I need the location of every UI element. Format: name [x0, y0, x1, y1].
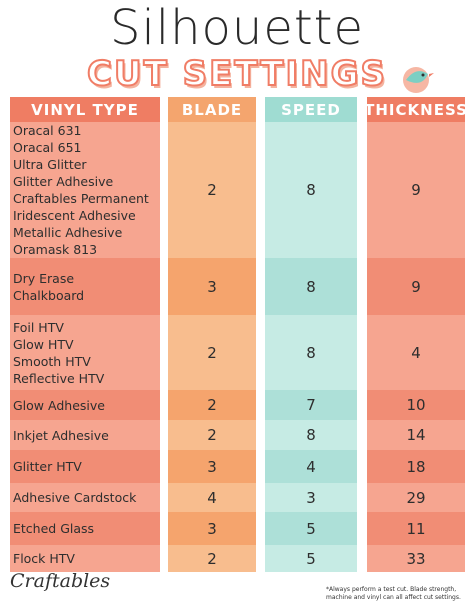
speed-cell: 5 — [265, 512, 357, 545]
blade-cell: 2 — [168, 420, 256, 450]
thickness-cell: 10 — [367, 390, 465, 420]
subtitle: CUT SETTINGS — [86, 53, 387, 95]
thickness-cell: 29 — [367, 483, 465, 512]
thickness-cell: 9 — [367, 122, 465, 258]
vinyl-name: Glow Adhesive — [13, 397, 105, 413]
blade-cell: 4 — [168, 483, 256, 512]
vinyl-name: Oramask 813 — [13, 242, 98, 257]
blade-cell: 2 — [168, 122, 256, 258]
bird-icon — [403, 67, 434, 93]
thickness-cell: 33 — [367, 545, 465, 572]
note: *Always perform a test cut. Blade streng… — [326, 586, 461, 601]
vinyl-name: Chalkboard — [13, 287, 85, 303]
thickness-cell: 11 — [367, 512, 465, 545]
vinyl-cell: Glitter HTV — [10, 450, 160, 483]
vinyl-name: Smooth HTV — [13, 353, 91, 369]
blade-cell: 3 — [168, 512, 256, 545]
vinyl-cell: Inkjet Adhesive — [10, 420, 160, 450]
column-header: THICKNESS — [364, 97, 467, 122]
column-header: SPEED — [265, 97, 357, 122]
vinyl-name: Oracal 631 — [13, 123, 82, 138]
vinyl-cell: Adhesive Cardstock — [10, 483, 160, 512]
column-header: BLADE — [168, 97, 256, 122]
brand: Craftables — [10, 570, 111, 592]
vinyl-name: Flock HTV — [13, 551, 75, 566]
thickness-cell: 9 — [367, 258, 465, 315]
vinyl-name: Ultra Glitter — [13, 157, 87, 172]
blade-cell: 2 — [168, 545, 256, 572]
thickness-cell: 18 — [367, 450, 465, 483]
blade-cell: 3 — [168, 450, 256, 483]
vinyl-name: Inkjet Adhesive — [13, 427, 109, 443]
vinyl-name: Glow HTV — [13, 336, 74, 352]
vinyl-name: Reflective HTV — [13, 370, 105, 386]
blade-cell: 2 — [168, 315, 256, 390]
speed-cell: 3 — [265, 483, 357, 512]
column-header: VINYL TYPE — [10, 97, 160, 122]
speed-cell: 8 — [265, 258, 357, 315]
vinyl-cell: Flock HTV — [10, 545, 160, 572]
vinyl-name: Craftables Permanent — [13, 191, 149, 206]
vinyl-name: Dry Erase — [13, 270, 75, 286]
vinyl-name: Oracal 651 — [13, 140, 82, 155]
speed-cell: 8 — [265, 315, 357, 390]
vinyl-name: Foil HTV — [13, 319, 64, 335]
speed-cell: 7 — [265, 390, 357, 420]
vinyl-name: Etched Glass — [13, 521, 95, 536]
vinyl-cell: Etched Glass — [10, 512, 160, 545]
speed-cell: 8 — [265, 420, 357, 450]
vinyl-cell: Glow Adhesive — [10, 390, 160, 420]
blade-cell: 2 — [168, 390, 256, 420]
speed-cell: 4 — [265, 450, 357, 483]
speed-cell: 8 — [265, 122, 357, 258]
vinyl-cell: Foil HTV Glow HTV Smooth HTV Reflective HTV — [10, 315, 160, 390]
vinyl-name: Iridescent Adhesive — [13, 208, 136, 223]
vinyl-cell: Dry Erase Chalkboard — [10, 258, 160, 315]
vinyl-name: Glitter Adhesive — [13, 174, 114, 189]
thickness-cell: 4 — [367, 315, 465, 390]
blade-cell: 3 — [168, 258, 256, 315]
thickness-cell: 14 — [367, 420, 465, 450]
vinyl-name: Metallic Adhesive — [13, 225, 123, 240]
vinyl-cell: Oracal 631 Oracal 651 Ultra Glitter Glitter… — [10, 122, 160, 258]
speed-cell: 5 — [265, 545, 357, 572]
vinyl-name: Adhesive Cardstock — [13, 490, 137, 505]
vinyl-name: Glitter HTV — [13, 459, 82, 474]
title: Silhouette — [109, 0, 365, 56]
